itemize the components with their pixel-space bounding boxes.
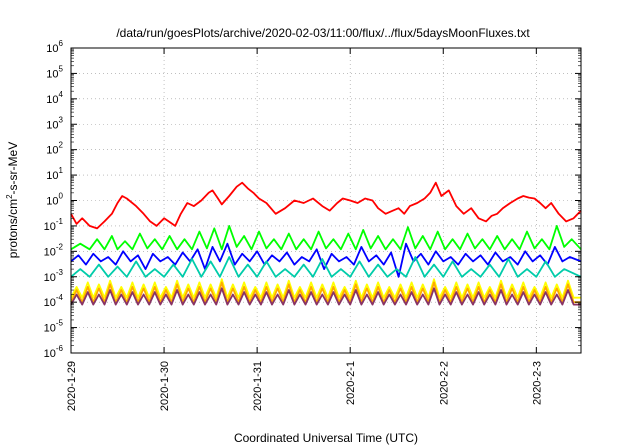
- y-tick-label: 101: [46, 166, 63, 182]
- series-line: [70, 242, 582, 278]
- series-line: [70, 181, 582, 230]
- y-tick-label: 106: [46, 39, 63, 55]
- x-tick-labels: 2020-1-29 2020-1-30 2020-1-31 2020-2-1 2020-…: [66, 361, 543, 411]
- y-tick-label: 10-3: [44, 268, 64, 284]
- y-tick-label: 10-4: [44, 293, 64, 309]
- x-tick-label: 2020-1-31: [252, 361, 264, 411]
- series-line: [70, 256, 582, 278]
- grid-lines: [70, 48, 581, 353]
- y-tick-label: 104: [46, 90, 63, 106]
- y-tick-label: 100: [46, 192, 63, 208]
- y-tick-label: 10-2: [44, 242, 64, 258]
- x-tick-label: 2020-2-1: [345, 361, 357, 405]
- series-line: [70, 287, 581, 306]
- y-tick-label: 10-1: [44, 217, 64, 233]
- series-line: [70, 278, 581, 299]
- series-layer: [70, 181, 582, 306]
- y-axis-label: protons/cm2-s-sr-MeV: [5, 142, 20, 258]
- series-line: [70, 224, 582, 251]
- y-tick-labels: 10-6 10-5 10-4 10-3 10-2 10-1 100 101 102 103 104 1…: [44, 39, 64, 360]
- y-tick-label: 103: [46, 115, 63, 131]
- x-axis-label: Coordinated Universal Time (UTC): [234, 431, 418, 445]
- y-tick-label: 102: [46, 141, 63, 157]
- y-tick-label: 10-6: [44, 344, 64, 360]
- y-tick-label: 105: [46, 64, 63, 80]
- axis-ticks: [70, 47, 581, 354]
- series-line: [70, 281, 581, 304]
- x-tick-label: 2020-1-30: [159, 361, 171, 411]
- chart-title: /data/run/goesPlots/archive/2020-02-03/1…: [116, 26, 530, 40]
- x-tick-label: 2020-2-3: [531, 361, 543, 405]
- x-tick-label: 2020-1-29: [66, 361, 78, 411]
- y-tick-label: 10-5: [44, 319, 64, 335]
- x-tick-label: 2020-2-2: [438, 361, 450, 405]
